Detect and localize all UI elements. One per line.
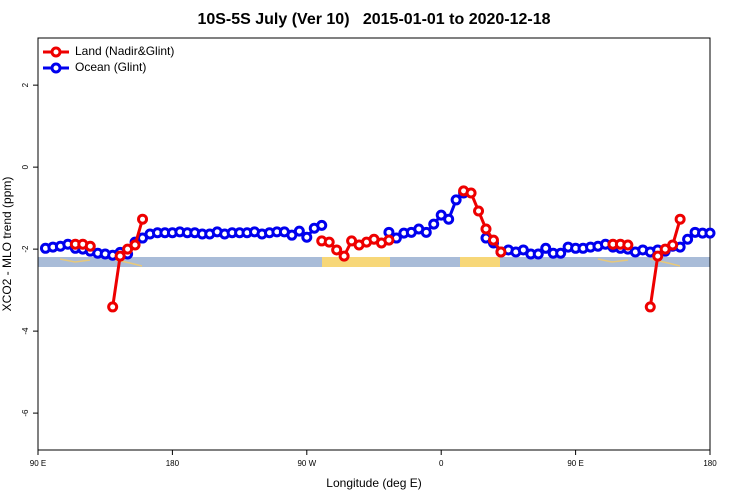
point — [338, 250, 350, 262]
point — [428, 218, 440, 230]
land-patch — [59, 258, 681, 267]
legend-label: Ocean (Glint) — [75, 60, 146, 74]
point — [622, 239, 634, 251]
point — [473, 205, 485, 217]
point — [465, 187, 477, 199]
point — [487, 234, 499, 246]
x-tick-label: 90 W — [297, 459, 316, 468]
legend-label: Land (Nadir&Glint) — [75, 44, 174, 58]
point — [540, 242, 552, 254]
point — [532, 248, 544, 260]
point — [114, 250, 126, 262]
chart-title: 10S-5S July (Ver 10) 2015-01-01 to 2020-… — [197, 11, 550, 28]
point — [443, 213, 455, 225]
land-patch — [322, 257, 390, 267]
land-patch — [460, 257, 500, 267]
legend-marker — [50, 46, 62, 58]
point — [420, 226, 432, 238]
plot-frame — [37, 37, 711, 451]
point — [667, 239, 679, 251]
point — [293, 225, 305, 237]
y-axis-label: XCO2 - MLO trend (ppm) — [0, 177, 14, 312]
x-tick-label: 180 — [166, 459, 180, 468]
point — [107, 301, 119, 313]
x-tick-label: 90 E — [567, 459, 583, 468]
x-tick-label: 90 E — [30, 459, 46, 468]
point — [495, 246, 507, 258]
point — [383, 234, 395, 246]
x-axis-label: Longitude (deg E) — [326, 476, 421, 490]
point — [682, 233, 694, 245]
point — [331, 244, 343, 256]
point — [450, 194, 462, 206]
point — [480, 223, 492, 235]
point — [316, 219, 328, 231]
point — [674, 213, 686, 225]
legend-marker — [50, 62, 62, 74]
point — [137, 213, 149, 225]
x-tick-label: 180 — [703, 459, 717, 468]
point — [555, 247, 567, 259]
y-tick-label: -6 — [21, 409, 30, 417]
point — [323, 236, 335, 248]
x-tick-label: 0 — [439, 459, 444, 468]
point — [84, 240, 96, 252]
y-tick-label: -2 — [21, 245, 30, 253]
y-tick-label: 0 — [21, 164, 30, 169]
point — [652, 250, 664, 262]
point — [129, 239, 141, 251]
point — [704, 227, 716, 239]
point — [644, 301, 656, 313]
y-tick-label: 2 — [21, 82, 30, 87]
y-tick-label: -4 — [21, 327, 30, 335]
point — [301, 231, 313, 243]
